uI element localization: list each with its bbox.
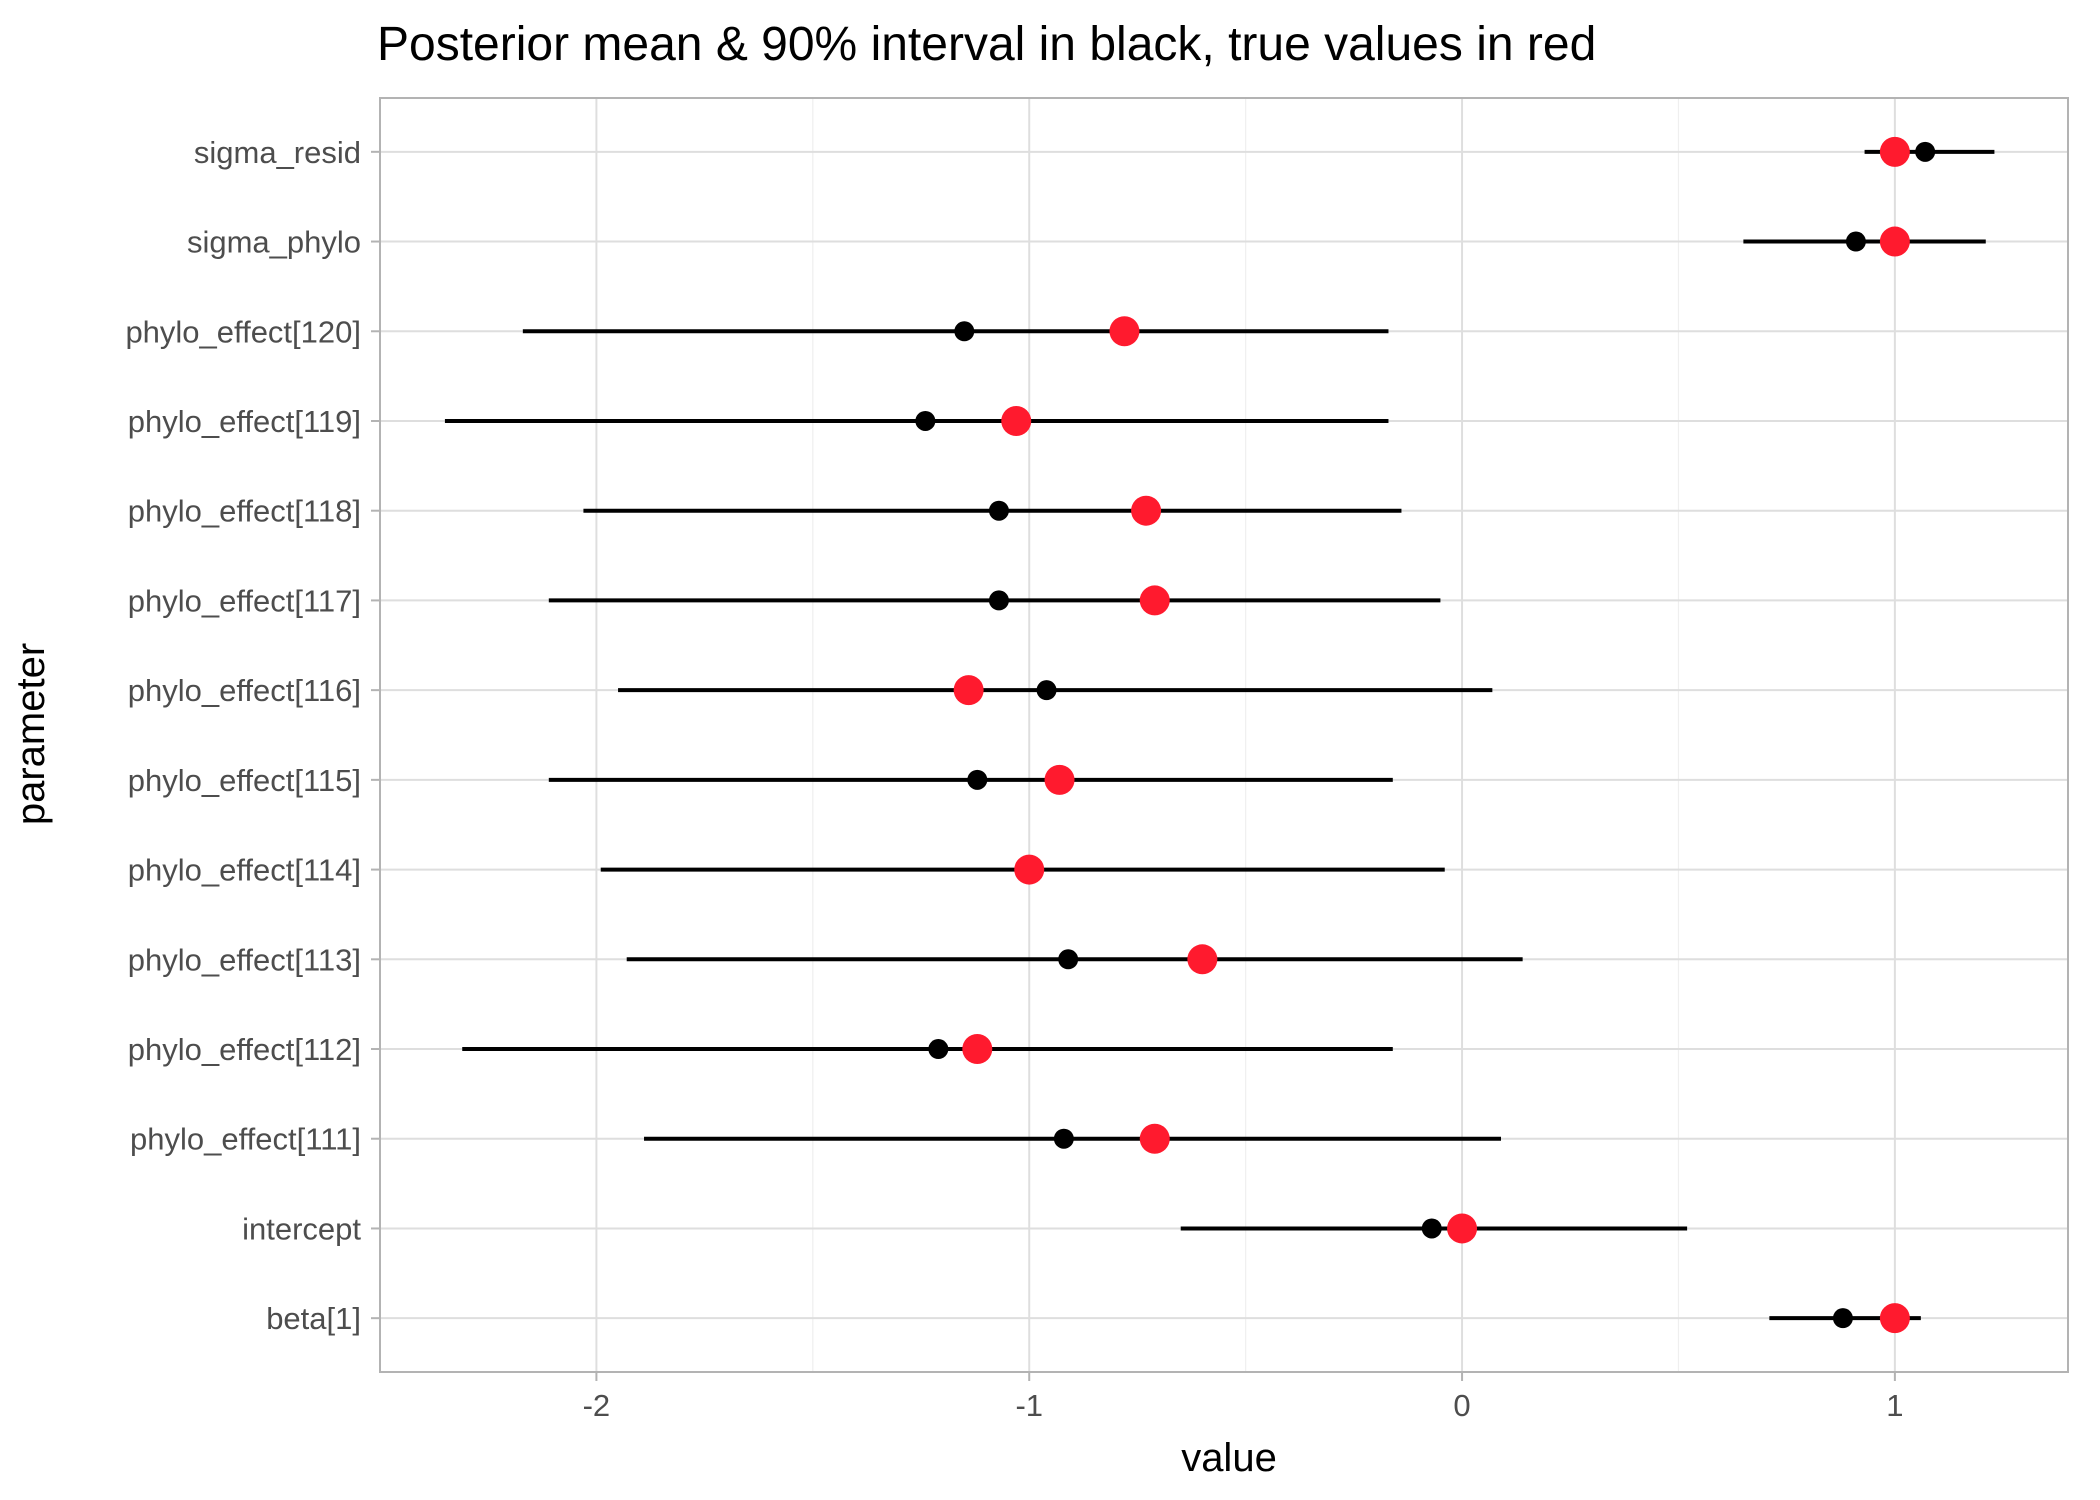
posterior-mean-point-4 [988,500,1009,521]
posterior-mean-point-5 [988,590,1009,611]
true-value-point-4 [1131,495,1162,526]
true-value-point-8 [1014,854,1045,885]
y-tick-label-11: phylo_effect[111] [130,1122,361,1157]
true-value-point-10 [962,1034,993,1065]
y-axis: sigma_resid sigma_phylo phylo_effect[120]p… [125,135,380,1336]
y-tick-label-13: beta[1] [266,1301,361,1336]
x-tick-label-1: -1 [1015,1388,1043,1423]
data-marks [444,136,1995,1334]
true-value-point-13 [1879,1303,1910,1334]
posterior-mean-point-13 [1832,1308,1853,1329]
y-tick-label-10: phylo_effect[112] [128,1032,361,1067]
y-tick-label-3: phylo_effect[119] [128,404,361,439]
y-tick-label-0: sigma_resid [194,135,361,170]
plot-panel-border [379,97,2069,1373]
x-axis: -2 -1 0 1 [583,1372,1903,1423]
true-value-point-2 [1109,316,1140,347]
posterior-mean-point-12 [1421,1218,1442,1239]
posterior-mean-point-1 [1845,231,1866,252]
y-tick-label-6: phylo_effect[116] [128,673,361,708]
chart-title: Posterior mean & 90% interval in black, … [377,18,1596,71]
y-tick-label-7: phylo_effect[115] [128,763,361,798]
y-axis-title: parameter [9,643,53,825]
true-value-point-5 [1139,585,1170,616]
y-tick-label-4: phylo_effect[118] [128,494,361,529]
x-tick-label-3: 1 [1886,1388,1903,1423]
true-value-point-12 [1447,1213,1478,1244]
y-tick-label-5: phylo_effect[117] [128,583,361,618]
x-tick-label-0: -2 [583,1388,611,1423]
posterior-mean-point-9 [1058,949,1079,970]
true-value-point-3 [1001,405,1032,436]
posterior-mean-point-6 [1036,680,1057,701]
posterior-mean-point-3 [915,410,936,431]
posterior-mean-point-0 [1915,141,1936,162]
y-tick-label-2: phylo_effect[120] [125,314,361,349]
true-value-point-11 [1139,1123,1170,1154]
posterior-mean-point-7 [967,769,988,790]
posterior-mean-point-2 [954,321,975,342]
true-value-point-6 [953,675,984,706]
x-axis-title: value [1181,1436,1277,1480]
true-value-point-7 [1044,764,1075,795]
y-tick-label-8: phylo_effect[114] [128,853,361,888]
y-tick-label-1: sigma_phylo [187,225,361,260]
true-value-point-9 [1187,944,1218,975]
true-value-point-0 [1879,136,1910,167]
y-tick-label-12: intercept [242,1211,361,1246]
x-tick-label-2: 0 [1453,1388,1470,1423]
posterior-mean-point-10 [928,1039,949,1060]
y-tick-label-9: phylo_effect[113] [128,942,361,977]
posterior-mean-point-11 [1053,1128,1074,1149]
true-value-point-1 [1879,226,1910,257]
